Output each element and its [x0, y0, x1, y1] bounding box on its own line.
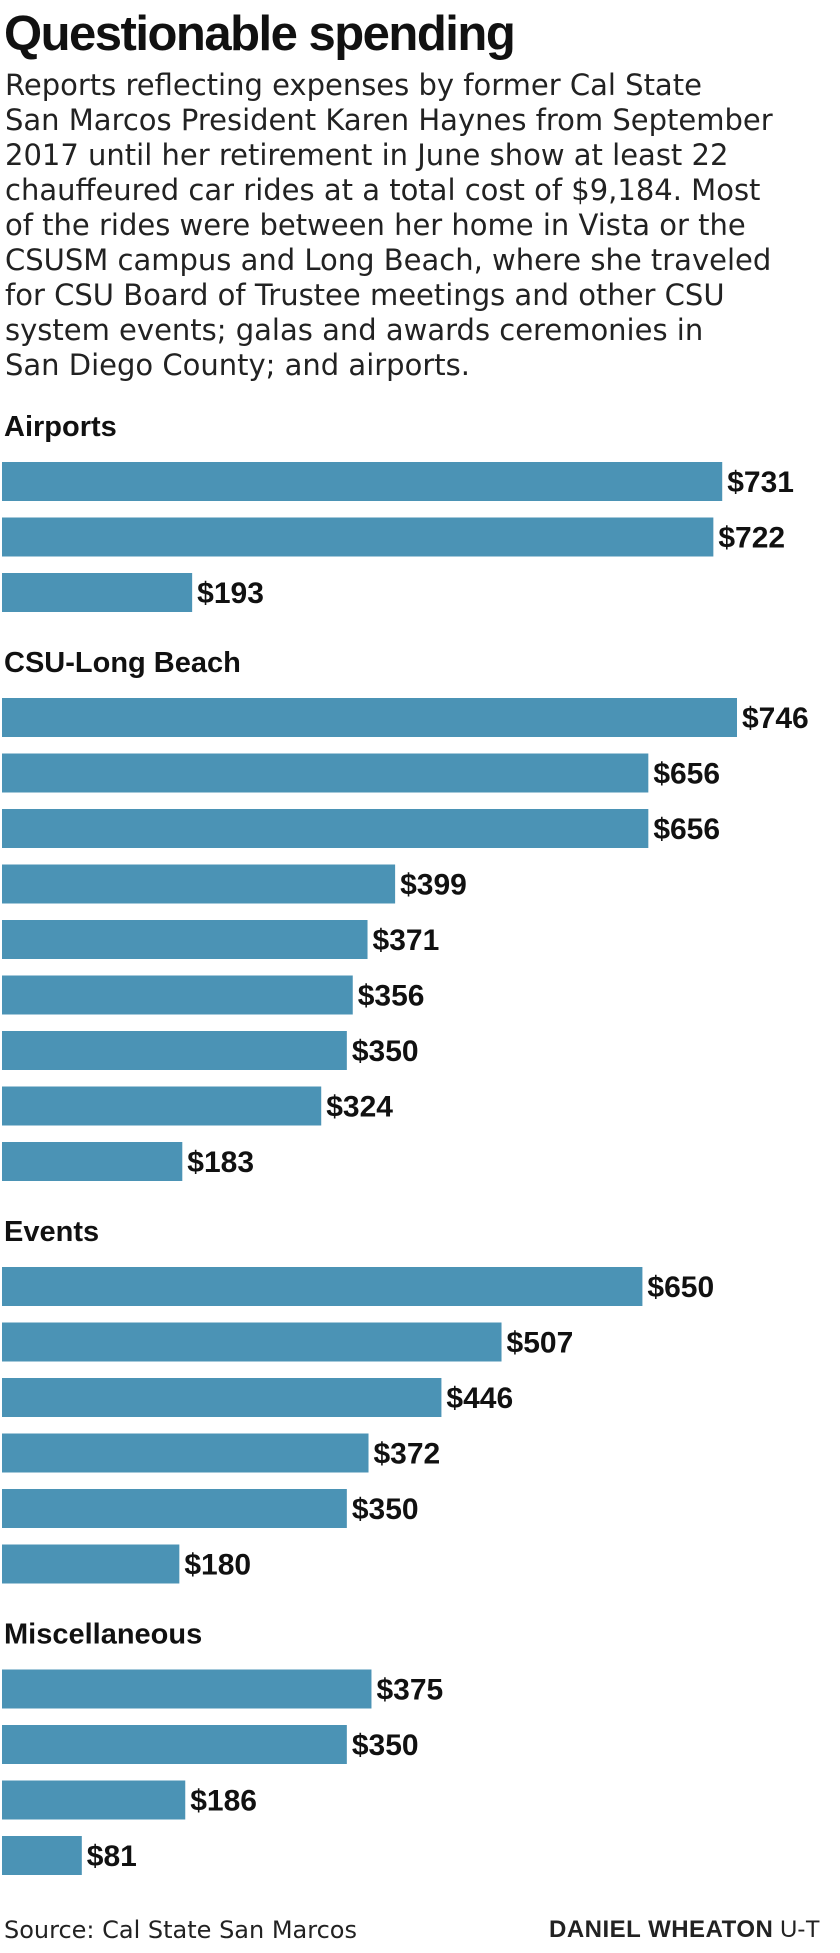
bar-value-label: $350 [352, 1035, 419, 1068]
bar-value-label: $656 [653, 813, 720, 846]
bar-value-label: $356 [358, 980, 425, 1013]
subtitle-line: CSUSM campus and Long Beach, where she t… [5, 243, 772, 277]
subtitle-line: San Diego County; and airports. [5, 348, 470, 382]
bar [2, 1544, 180, 1584]
subtitle-line: Reports reflecting expenses by former Ca… [5, 68, 702, 102]
bar [2, 1086, 322, 1126]
subtitle-line: San Marcos President Karen Haynes from S… [5, 103, 773, 137]
bar [2, 1669, 372, 1709]
bar-value-label: $81 [87, 1840, 137, 1873]
bar-value-label: $650 [647, 1271, 714, 1304]
bar [2, 809, 649, 848]
bar-value-label: $186 [190, 1785, 257, 1818]
bar-value-label: $183 [187, 1146, 254, 1179]
bar-value-label: $350 [352, 1493, 419, 1526]
bar-value-label: $656 [653, 758, 720, 791]
bar [2, 1031, 347, 1070]
bar-value-label: $193 [197, 577, 264, 610]
bar [2, 573, 193, 612]
bar [2, 864, 396, 904]
group-label: CSU-Long Beach [4, 647, 241, 679]
bar [2, 462, 723, 501]
bar-value-label: $371 [373, 924, 440, 957]
bar-value-label: $375 [376, 1674, 443, 1707]
bar-value-label: $746 [742, 702, 809, 735]
bar [2, 1142, 183, 1181]
bar [2, 753, 649, 793]
subtitle-line: of the rides were between her home in Vi… [5, 208, 746, 242]
bar [2, 975, 353, 1015]
bar [2, 517, 714, 557]
bar-value-label: $446 [446, 1382, 513, 1415]
chart-title: Questionable spending [4, 7, 516, 61]
bar-value-label: $324 [326, 1091, 393, 1124]
bar [2, 1489, 347, 1528]
source-note: Source: Cal State San Marcos [4, 1916, 357, 1944]
bar-value-label: $180 [184, 1549, 251, 1582]
group-label: Airports [4, 411, 117, 443]
bar-value-label: $372 [374, 1438, 441, 1471]
bar [2, 1836, 82, 1875]
bar [2, 1780, 186, 1820]
group-label: Miscellaneous [4, 1619, 202, 1651]
bar [2, 1433, 369, 1473]
bar-value-label: $399 [400, 869, 467, 902]
subtitle-line: chauffeured car rides at a total cost of… [5, 173, 761, 207]
bar-value-label: $731 [727, 466, 794, 499]
bar-value-label: $507 [507, 1327, 574, 1360]
bar [2, 1378, 442, 1417]
group-label: Events [4, 1216, 99, 1248]
chart-subtitle: Reports reflecting expenses by former Ca… [5, 68, 825, 383]
bar [2, 1322, 502, 1362]
bar [2, 1267, 643, 1306]
byline: DANIEL WHEATON U-T [549, 1916, 820, 1944]
byline-name: DANIEL WHEATON [549, 1916, 774, 1943]
bar [2, 698, 737, 737]
subtitle-line: for CSU Board of Trustee meetings and ot… [5, 278, 725, 312]
bar-value-label: $350 [352, 1729, 419, 1762]
subtitle-line: 2017 until her retirement in June show a… [5, 138, 729, 172]
bar [2, 1725, 347, 1764]
byline-org: U-T [780, 1916, 820, 1943]
subtitle-line: system events; galas and awards ceremoni… [5, 313, 704, 347]
bar-value-label: $722 [718, 522, 785, 555]
bar [2, 920, 368, 959]
